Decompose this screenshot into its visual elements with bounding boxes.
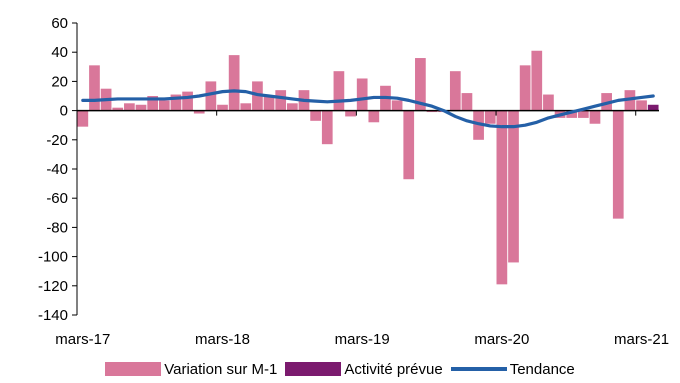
bar-variation-25 <box>368 110 380 123</box>
legend-item-tendance: Tendance <box>450 360 575 378</box>
y-tick-label: -80 <box>46 219 68 236</box>
y-tick-label: 0 <box>60 103 68 120</box>
y-tick-label: -100 <box>38 249 68 266</box>
y-tick-label: 20 <box>51 73 68 90</box>
bar-variation-14 <box>240 103 252 111</box>
bar-variation-46 <box>612 110 624 219</box>
y-tick-label: -20 <box>46 132 68 149</box>
bar-variation-0 <box>77 110 89 127</box>
bar-variation-8 <box>170 94 182 111</box>
bar-variation-43 <box>577 110 589 118</box>
bar-variation-12 <box>217 104 228 111</box>
bar-variation-5 <box>135 104 147 111</box>
bar-variation-33 <box>461 93 473 111</box>
bar-variation-10 <box>193 110 205 114</box>
bar-variation-29 <box>415 58 426 111</box>
legend-item-variation: Variation sur M-1 <box>105 361 277 378</box>
bar-variation-38 <box>519 65 531 111</box>
bar-activite-49 <box>647 104 659 111</box>
bar-variation-21 <box>321 110 333 145</box>
y-tick-label: 40 <box>51 44 68 61</box>
legend: Variation sur M-1 Activité prévue Tendan… <box>0 357 680 381</box>
bar-variation-24 <box>356 78 368 111</box>
legend-swatch-activite <box>285 362 342 376</box>
bar-variation-27 <box>391 100 403 111</box>
x-tick-labels: mars-17 mars-18 mars-19 mars-20 mars-21 <box>55 331 669 348</box>
legend-label-tendance: Tendance <box>509 360 575 378</box>
x-tick-label: mars-20 <box>474 331 529 348</box>
y-tick-labels: -140 -120 -100 -80 -60 -40 -20 0 20 40 60 <box>38 15 68 324</box>
bar-variation-35 <box>484 110 496 124</box>
bar-variation-32 <box>449 71 461 111</box>
legend-swatch-variation <box>105 362 162 376</box>
bar-variation-9 <box>182 91 193 111</box>
x-tick-label: mars-19 <box>335 331 390 348</box>
y-tick-label: 60 <box>51 15 68 32</box>
bar-variation-13 <box>228 55 240 111</box>
bar-variation-11 <box>205 81 217 111</box>
bar-variation-7 <box>158 100 170 111</box>
bar-variation-36 <box>496 110 508 285</box>
y-tick-label: -140 <box>38 307 68 324</box>
bar-variation-23 <box>345 110 356 117</box>
bar-variation-44 <box>589 110 601 124</box>
legend-label-variation: Variation sur M-1 <box>164 360 278 378</box>
bar-variation-6 <box>147 96 159 111</box>
bar-variation-16 <box>263 96 275 111</box>
x-tick-label: mars-21 <box>614 331 669 348</box>
legend-label-activite: Activité prévue <box>344 360 443 378</box>
bar-variation-4 <box>124 103 135 111</box>
legend-swatch-tendance <box>450 367 507 371</box>
bar-variation-22 <box>333 71 345 111</box>
bar-variation-37 <box>508 110 519 263</box>
trend-line <box>81 89 655 129</box>
bar-variation-42 <box>566 110 578 118</box>
x-tick-label: mars-18 <box>195 331 250 348</box>
y-tick-label: -120 <box>38 278 68 295</box>
bar-variation-18 <box>286 103 298 111</box>
x-tick-label: mars-17 <box>55 331 110 348</box>
bar-variation-39 <box>531 50 543 111</box>
bars-layer <box>77 50 659 285</box>
bar-variation-17 <box>275 90 287 111</box>
trend-line-layer <box>81 89 655 129</box>
bar-variation-28 <box>403 110 415 180</box>
bar-variation-1 <box>89 65 100 111</box>
bar-variation-20 <box>310 110 321 121</box>
bar-variation-48 <box>636 100 647 111</box>
y-tick-label: -60 <box>46 190 68 207</box>
bar-variation-3 <box>112 107 124 111</box>
y-tick-label: -40 <box>46 161 68 178</box>
bar-variation-40 <box>543 94 554 111</box>
legend-item-activite: Activité prévue <box>285 360 443 378</box>
axes-layer <box>72 22 659 316</box>
